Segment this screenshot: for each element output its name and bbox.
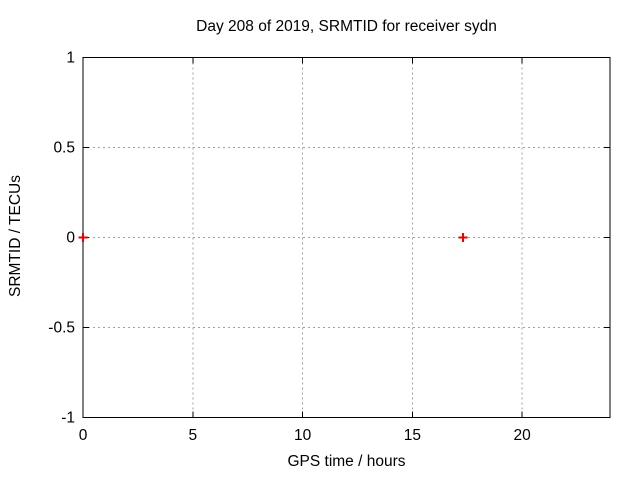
y-tick-label: 0 [66,230,75,247]
y-tick-label: 0.5 [53,140,75,157]
border-rect [82,57,611,418]
y-tick-label: 1 [66,50,75,67]
data-points [78,233,468,242]
y-tick-label: -0.5 [48,320,75,337]
y-tick-label: -1 [61,410,75,427]
x-tick-label: 0 [79,427,88,444]
tick-marks [82,57,610,418]
tick-labels: 0 5 10 15 20 -1 -0.5 0 0.5 1 [48,50,531,445]
plot-border [82,57,611,418]
x-tick-label: 5 [188,427,197,444]
x-tick-label: 10 [294,427,312,444]
x-axis-label: GPS time / hours [287,453,405,470]
x-tick-label: 15 [404,427,421,444]
x-tick-label: 20 [514,427,532,444]
chart-title: Day 208 of 2019, SRMTID for receiver syd… [196,18,497,35]
grid-lines [83,57,610,418]
y-axis-label: SRMTID / TECUs [7,175,24,297]
